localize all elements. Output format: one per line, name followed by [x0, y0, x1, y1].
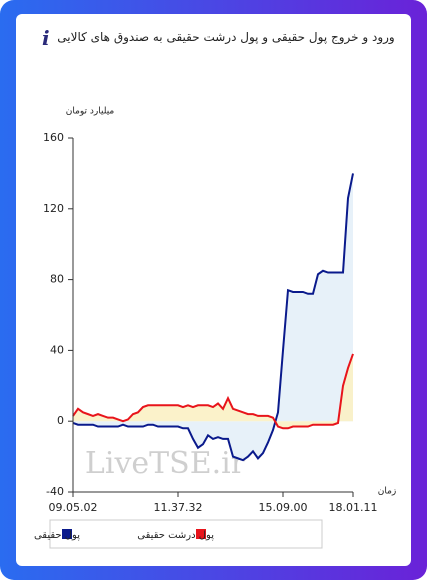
watermark: LiveTSE.ir: [85, 446, 246, 481]
legend-label: پول حقیقی: [34, 530, 80, 541]
legend-box: [49, 519, 323, 549]
y-tick-label: 120: [43, 202, 64, 215]
x-tick-label: 11.37.32: [154, 501, 203, 514]
y-tick-label: 80: [50, 273, 64, 286]
x-axis-label: زمان: [378, 487, 397, 497]
line: [72, 353, 354, 430]
area: [73, 353, 353, 429]
info-icon[interactable]: i: [42, 26, 50, 50]
y-tick-label: 0: [57, 414, 64, 427]
legend-swatch: [62, 529, 72, 539]
y-tick-label: -40: [46, 485, 64, 498]
area: [73, 173, 353, 461]
y-tick-label: 160: [43, 131, 64, 144]
y-tick-label: 40: [50, 343, 64, 356]
x-tick-label: 09.05.02: [49, 501, 98, 514]
line: [72, 173, 354, 462]
chart-title: ورود و خروج پول حقیقی و پول درشت حقیقی ب…: [57, 30, 395, 44]
x-tick-label: 18.01.11: [329, 501, 378, 514]
legend-label: پول درشت حقیقی: [137, 530, 214, 541]
legend-swatch: [196, 529, 206, 539]
y-axis-label: میلیارد تومان: [66, 107, 115, 117]
x-tick-label: 15.09.00: [259, 501, 308, 514]
